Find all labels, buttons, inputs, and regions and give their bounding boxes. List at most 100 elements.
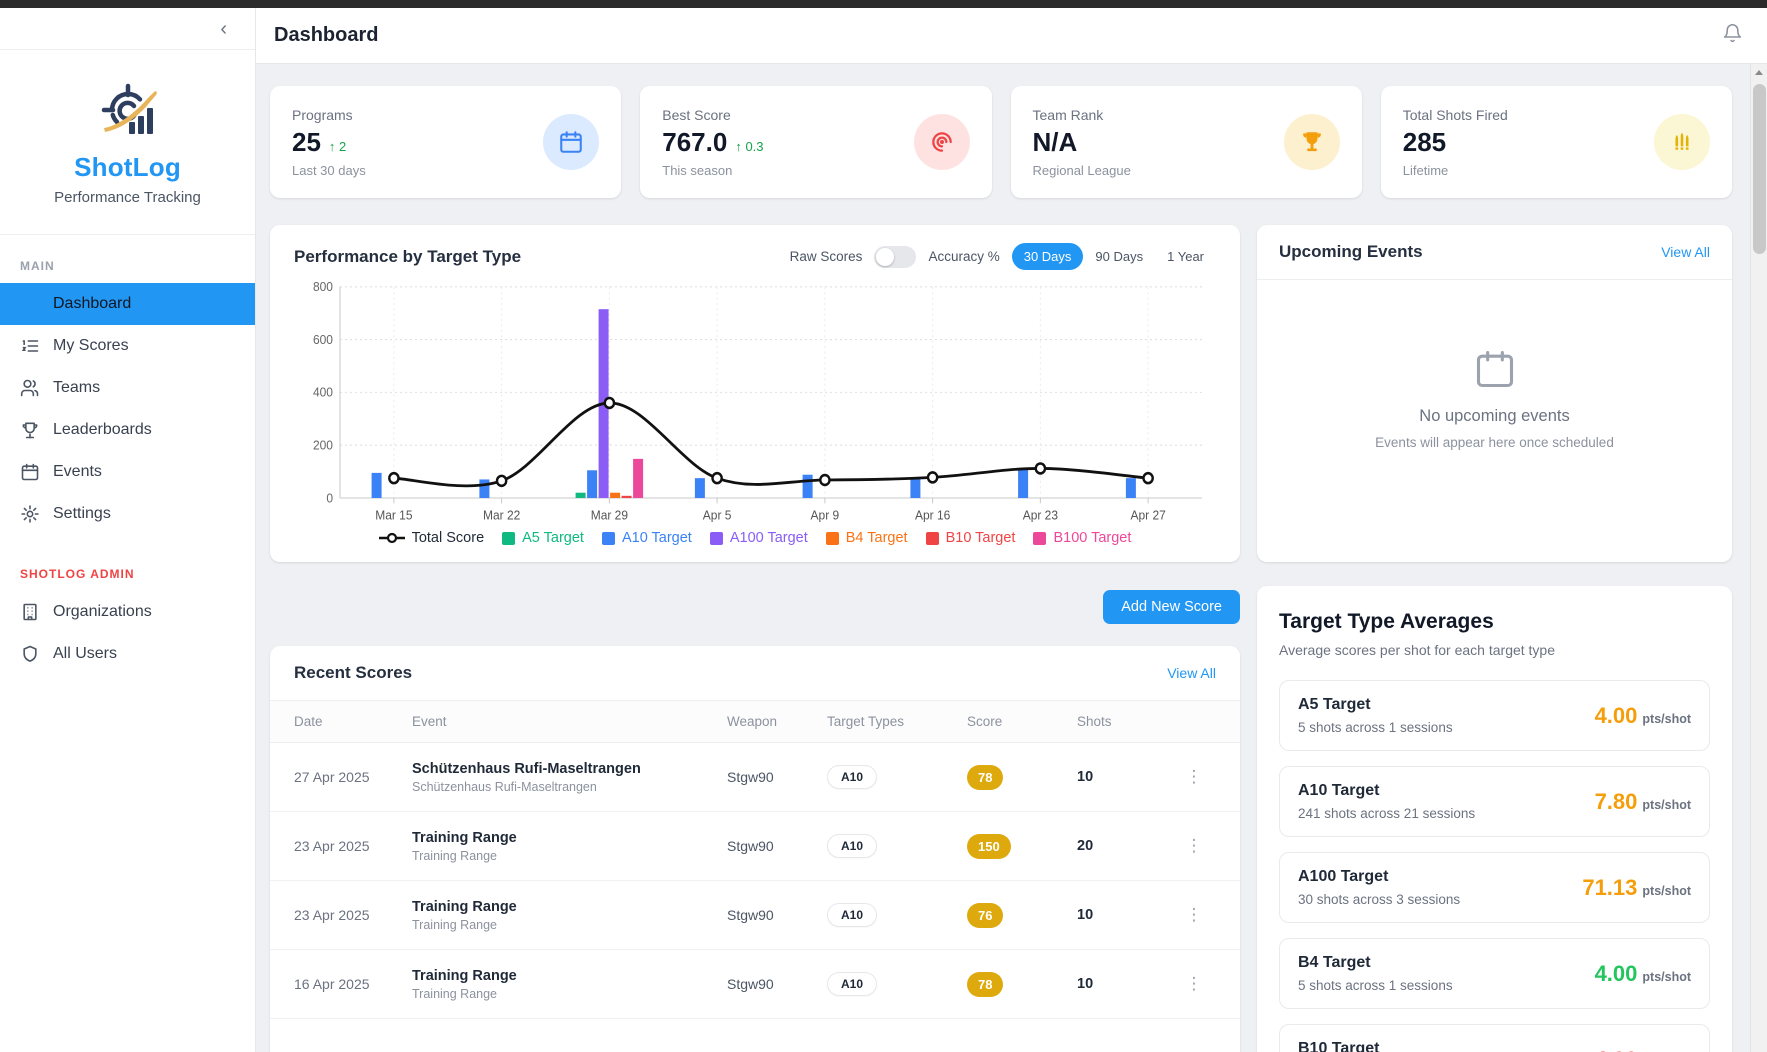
legend-item-b100-target[interactable]: B100 Target <box>1033 530 1131 546</box>
stat-label: Total Shots Fired <box>1402 106 1508 123</box>
legend-swatch <box>925 531 939 545</box>
line-marker-icon <box>378 532 405 544</box>
average-target-name: A5 Target <box>1298 696 1371 713</box>
average-value-wrap: 4.00 pts/shot <box>1595 703 1691 729</box>
average-shots-info: 5 shots across 1 sessions <box>1298 978 1453 993</box>
stat-card-best-score: Best Score 767.0 ↑ 0.3 This season <box>640 86 992 198</box>
cell-weapon: Stgw90 <box>727 838 774 854</box>
legend-item-a10-target[interactable]: A10 Target <box>601 530 692 546</box>
averages-list: A5 Target 5 shots across 1 sessions 4.00 pt… <box>1279 680 1710 1052</box>
legend-swatch <box>1033 531 1047 545</box>
scrollbar-thumb[interactable] <box>1753 84 1766 254</box>
svg-text:200: 200 <box>313 438 333 453</box>
accuracy-toggle[interactable] <box>874 245 917 268</box>
average-item-text: A10 Target 241 shots across 21 sessions <box>1298 782 1475 821</box>
shotlog-logo-icon <box>101 83 157 134</box>
svg-text:600: 600 <box>313 332 333 347</box>
performance-chart: 0 200 400 600 800 Mar 15 Mar 22 Mar 29 Apr 5 Apr … <box>294 276 1216 526</box>
column-header-event: Event <box>412 714 447 729</box>
dashboard-content: Programs 25 ↑ 2 Last 30 days Best Score 767.0… <box>256 64 1750 1052</box>
sidebar-nav: MAIN Dashboard My Scores Teams Leaderboards E… <box>0 235 255 675</box>
sidebar-item-leaderboards[interactable]: Leaderboards <box>0 409 255 451</box>
raw-scores-label: Raw Scores <box>789 249 863 264</box>
average-target-name: A10 Target <box>1298 782 1380 799</box>
event-location: Training Range <box>412 986 498 1001</box>
cell-event: Schützenhaus Rufi-Maseltrangen Schützenha… <box>412 761 727 794</box>
cell-date: 23 Apr 2025 <box>294 838 370 854</box>
page-header: Dashboard <box>256 8 1767 64</box>
sidebar-item-teams[interactable]: Teams <box>0 367 255 409</box>
stat-change: ↑ 2 <box>328 138 347 154</box>
stat-value-row: 767.0 ↑ 0.3 <box>662 127 763 158</box>
row-menu-kebab-icon[interactable]: ⋮ <box>1185 836 1203 856</box>
table-row: 23 Apr 2025 Training Range Training Range S… <box>270 881 1240 950</box>
legend-item-total-score[interactable]: Total Score <box>378 530 484 546</box>
average-unit: pts/shot <box>1642 883 1691 898</box>
table-body: 27 Apr 2025 Schützenhaus Rufi-Maseltrange… <box>270 743 1240 1019</box>
stat-sublabel: Regional League <box>1032 162 1131 178</box>
row-menu-kebab-icon[interactable]: ⋮ <box>1185 905 1203 925</box>
cell-target-types: A10 <box>827 834 967 858</box>
average-item-a10-target: A10 Target 241 shots across 21 sessions 7.… <box>1279 766 1710 837</box>
building-icon <box>20 602 40 622</box>
range-buttons: 30 Days 90 Days 1 Year <box>1011 243 1216 270</box>
svg-text:Mar 22: Mar 22 <box>483 508 520 523</box>
stat-value-row: N/A <box>1033 127 1131 158</box>
legend-swatch <box>825 531 839 545</box>
upcoming-events-title: Upcoming Events <box>1279 242 1423 261</box>
sidebar-item-dashboard[interactable]: Dashboard <box>0 283 255 325</box>
sidebar-item-my-scores[interactable]: My Scores <box>0 325 255 367</box>
average-item-b4-target: B4 Target 5 shots across 1 sessions 4.00 pt… <box>1279 938 1710 1009</box>
average-shots-info: 30 shots across 3 sessions <box>1298 892 1461 907</box>
average-target-name: A100 Target <box>1298 868 1389 885</box>
cell-target-types: A10 <box>827 903 967 927</box>
stat-sublabel: Last 30 days <box>292 162 366 178</box>
event-location: Training Range <box>412 848 498 863</box>
event-name: Training Range <box>412 967 517 984</box>
target-type-pill: A10 <box>827 903 878 927</box>
range-button-1-year[interactable]: 1 Year <box>1155 243 1216 270</box>
nav-section-label: SHOTLOG ADMIN <box>20 567 135 581</box>
row-menu-kebab-icon[interactable]: ⋮ <box>1185 767 1203 787</box>
sidebar-item-all-users[interactable]: All Users <box>0 633 255 675</box>
event-location: Training Range <box>412 917 498 932</box>
trophy-fill-icon <box>1283 114 1340 170</box>
average-item-a100-target: A100 Target 30 shots across 3 sessions 71.… <box>1279 852 1710 923</box>
upcoming-events-view-all-link[interactable]: View All <box>1661 244 1710 260</box>
spacer <box>20 294 40 314</box>
cell-date: 23 Apr 2025 <box>294 907 370 923</box>
cell-date: 27 Apr 2025 <box>294 769 370 785</box>
sidebar-collapse-icon[interactable]: ‹ <box>220 17 227 40</box>
legend-item-a100-target[interactable]: A100 Target <box>709 530 808 546</box>
range-button-30-days[interactable]: 30 Days <box>1011 243 1084 270</box>
gear-icon <box>20 504 40 524</box>
vertical-scrollbar[interactable] <box>1750 64 1767 1052</box>
app-name: ShotLog <box>74 152 181 182</box>
sidebar-item-settings[interactable]: Settings <box>0 493 255 535</box>
scrollbar-up-arrow[interactable] <box>1751 64 1767 81</box>
average-unit: pts/shot <box>1642 711 1691 726</box>
averages-title: Target Type Averages <box>1279 610 1494 633</box>
cell-date: 16 Apr 2025 <box>294 976 370 992</box>
legend-item-b4-target[interactable]: B4 Target <box>825 530 908 546</box>
shield-icon <box>20 644 40 664</box>
legend-item-b10-target[interactable]: B10 Target <box>925 530 1015 546</box>
add-new-score-button[interactable]: Add New Score <box>1103 590 1240 624</box>
stat-label: Team Rank <box>1032 106 1104 123</box>
average-value: 4.00 <box>1595 1047 1638 1052</box>
trophy-icon <box>20 420 40 440</box>
sidebar-header: ‹ <box>0 8 255 50</box>
row-menu-kebab-icon[interactable]: ⋮ <box>1185 974 1203 994</box>
sidebar-item-organizations[interactable]: Organizations <box>0 591 255 633</box>
notifications-bell-icon[interactable] <box>1722 23 1743 44</box>
column-header-weapon: Weapon <box>727 714 778 729</box>
sidebar-item-label: Events <box>53 463 102 480</box>
cell-target-types: A10 <box>827 765 967 789</box>
score-badge: 78 <box>967 971 1004 997</box>
recent-scores-view-all-link[interactable]: View All <box>1167 665 1216 681</box>
range-button-90-days[interactable]: 90 Days <box>1083 243 1155 270</box>
sidebar: ‹ ShotLog Performance Tracking <box>0 8 256 1052</box>
sidebar-item-events[interactable]: Events <box>0 451 255 493</box>
legend-item-a5-target[interactable]: A5 Target <box>502 530 584 546</box>
event-location: Schützenhaus Rufi-Maseltrangen <box>412 779 597 794</box>
